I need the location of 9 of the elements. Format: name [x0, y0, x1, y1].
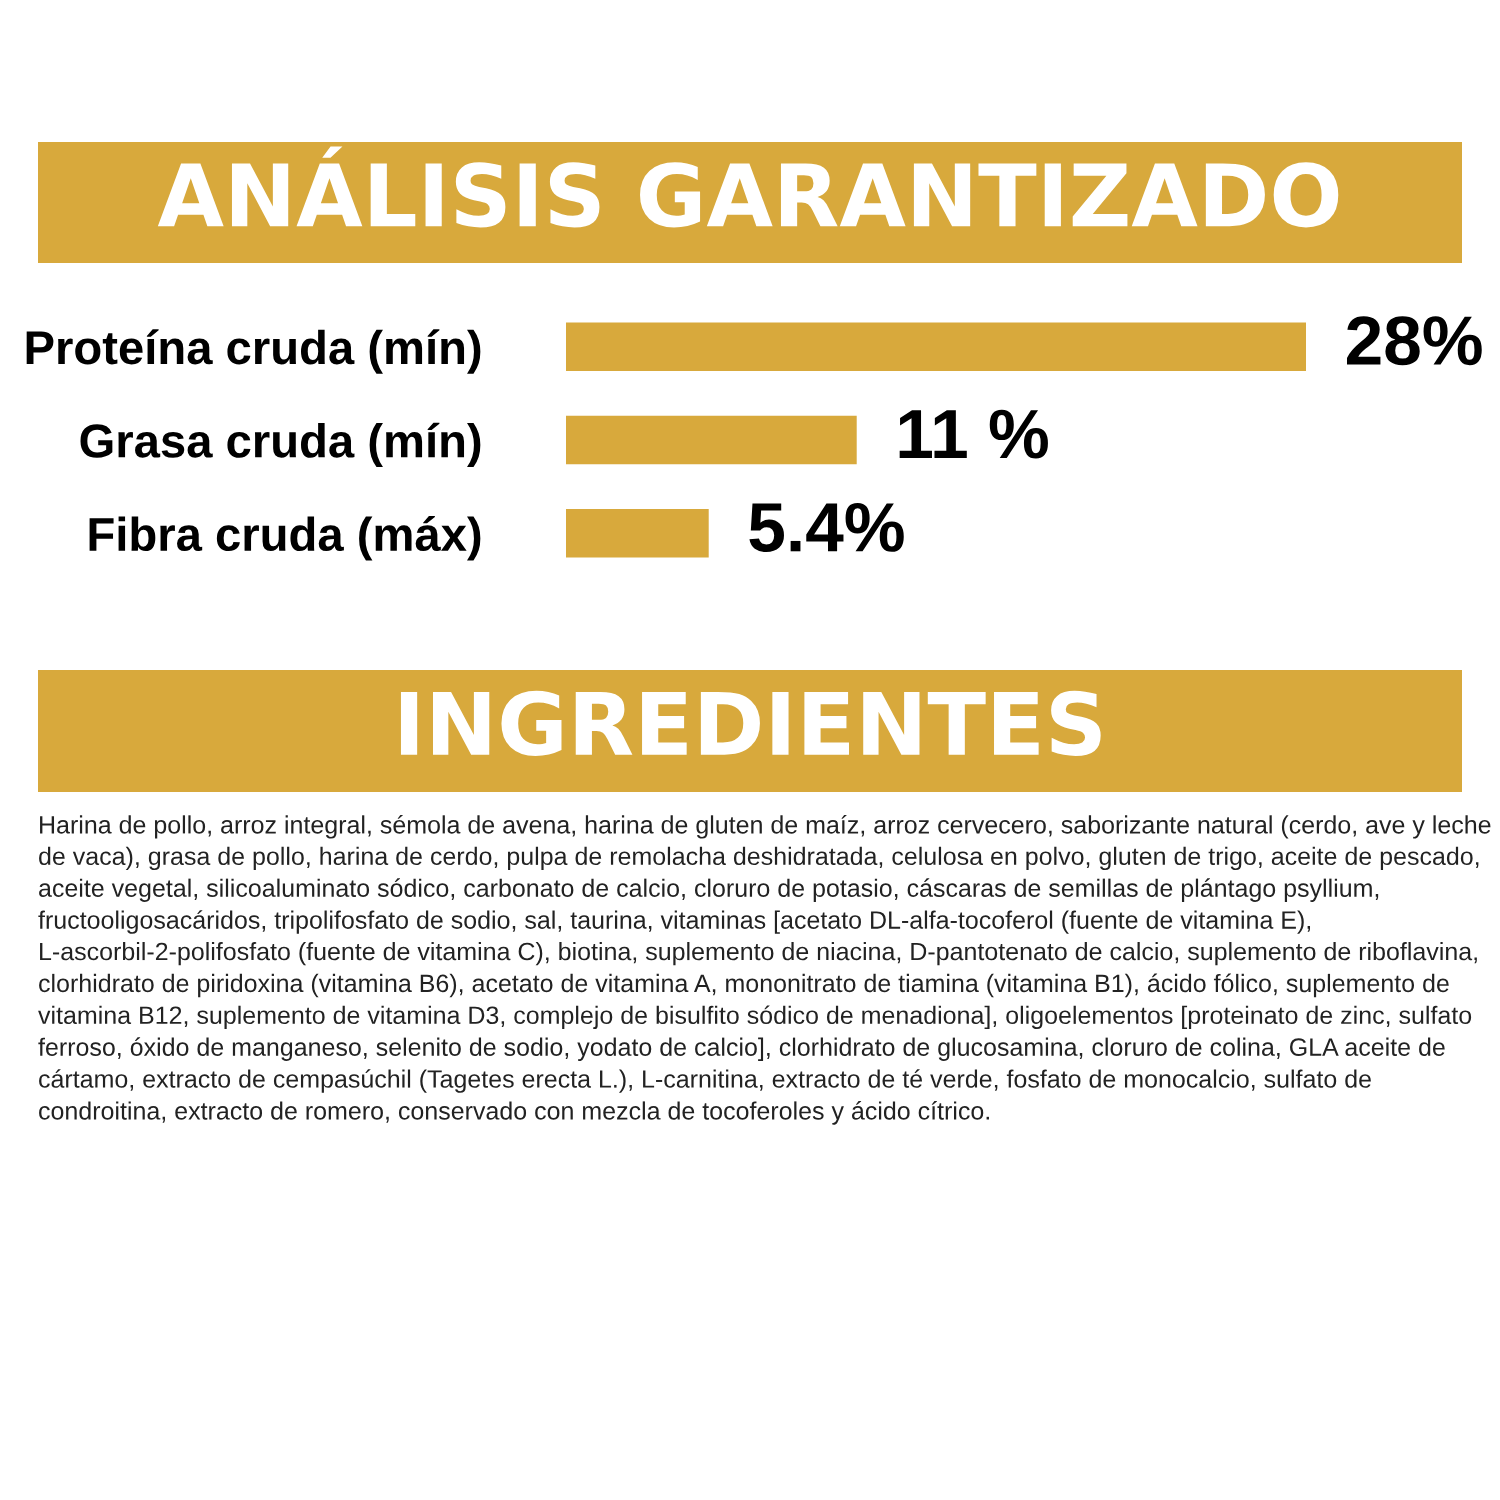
chart-title: ANÁLISIS GARANTIZADO — [157, 146, 1339, 228]
text: INGREDIENTES — [400, 690, 1101, 756]
y-tick-label: Proteína cruda (mín) — [26, 329, 481, 374]
data-label: 28% — [1347, 316, 1482, 366]
y-tick-label: Fibra cruda (máx) — [89, 516, 481, 561]
data-label: 11 % — [899, 409, 1048, 459]
text: Harina de pollo, arroz integral, sémola de avena, harina de gluten de maíz, arroz cervecero, saborizante natural (cerdo, ave y leche de vaca), grasa de pollo, harina de cerdo, pulpa de remolacha deshidratada, celulosa en polvo, gluten de trigo, aceite de pescado, aceite vegetal, silicoaluminato sódico, carbonato de calcio, cloruro de potasio, cáscaras de semillas de plántago psyllium, fructooligosacáridos, tripolifosfato de sodio, sal, taurina, vitaminas [acetato DL-alfa-tocoferol (fuente de vitamina E), L-ascorbil-2-polifosfato (fuente de vitamina C), biotina, suplemento de niacina, D-pantotenato de calcio, suplemento de riboflavina, clorhidrato de piridoxina (vitamina B6), acetato de vitamina A, mononitrato de tiamina (vitamina B1), ácido fólico, suplemento de vitamina B12, suplemento de vitamina D3, complejo de bisulfito sódico de menadiona], oligoelementos [proteinato de zinc, sulfato ferroso, óxido de manganeso, selenito de sodio, yodato de calcio], clorhidrato de glucosamina, cloruro de colina, GLA aceite de cártamo, extracto de cempasúchil (Tagetes erecta L.), L-carnitina, extracto de té verde, fosfato de monocalcio, sulfato de condroitina, extracto de romero, conservado con mezcla de tocoferoles y ácido cítrico. — [38, 815, 1491, 1125]
data-label: 5.4% — [749, 502, 904, 552]
y-tick-label: Grasa cruda (mín) — [80, 422, 481, 468]
